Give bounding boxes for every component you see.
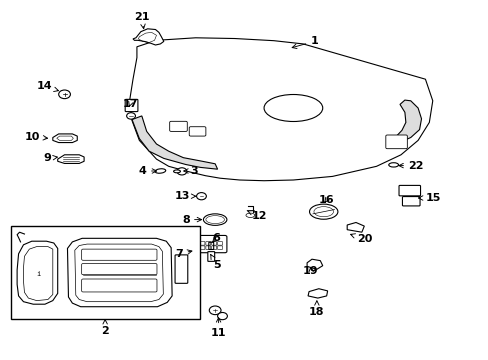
Text: 10: 10 [25, 132, 47, 142]
FancyBboxPatch shape [207, 252, 214, 261]
Ellipse shape [245, 213, 254, 217]
Text: 3: 3 [183, 166, 198, 176]
Text: 16: 16 [318, 195, 334, 205]
Polygon shape [67, 238, 172, 307]
Ellipse shape [264, 94, 322, 122]
Polygon shape [17, 241, 58, 304]
FancyBboxPatch shape [193, 235, 226, 253]
Text: 2: 2 [101, 320, 109, 336]
Circle shape [126, 113, 135, 119]
Polygon shape [346, 222, 364, 232]
Ellipse shape [155, 169, 165, 173]
Bar [11, 226, 200, 319]
Text: 12: 12 [246, 211, 267, 221]
Text: 19: 19 [303, 266, 318, 276]
Text: 14: 14 [37, 81, 59, 91]
Text: 11: 11 [210, 318, 226, 338]
Polygon shape [53, 134, 77, 143]
Text: 20: 20 [350, 234, 371, 244]
Text: i: i [36, 271, 40, 276]
Polygon shape [132, 116, 217, 169]
Circle shape [59, 90, 70, 99]
Polygon shape [394, 100, 421, 142]
Text: 4: 4 [139, 166, 156, 176]
Text: 7: 7 [175, 249, 191, 259]
Text: 13: 13 [174, 191, 195, 201]
Text: 22: 22 [398, 161, 423, 171]
FancyBboxPatch shape [169, 121, 187, 131]
FancyBboxPatch shape [189, 127, 205, 136]
Text: 21: 21 [134, 12, 149, 29]
FancyBboxPatch shape [385, 135, 407, 149]
Polygon shape [307, 289, 327, 298]
Text: 9: 9 [43, 153, 57, 163]
FancyBboxPatch shape [402, 197, 419, 206]
Polygon shape [58, 155, 84, 163]
Text: 15: 15 [418, 193, 440, 203]
FancyBboxPatch shape [208, 242, 213, 249]
Circle shape [217, 312, 227, 320]
FancyBboxPatch shape [175, 255, 187, 283]
Ellipse shape [173, 170, 180, 173]
Text: 5: 5 [210, 255, 220, 270]
Circle shape [177, 168, 186, 175]
Polygon shape [133, 29, 163, 45]
Circle shape [209, 306, 221, 315]
Text: 8: 8 [182, 215, 201, 225]
Text: 17: 17 [122, 99, 138, 109]
FancyBboxPatch shape [125, 99, 138, 112]
Text: 18: 18 [308, 301, 324, 317]
FancyBboxPatch shape [398, 185, 420, 196]
Ellipse shape [309, 204, 337, 219]
Circle shape [196, 193, 206, 200]
Ellipse shape [388, 163, 398, 167]
Text: 6: 6 [212, 233, 220, 243]
Polygon shape [306, 259, 322, 269]
Ellipse shape [203, 214, 226, 225]
Polygon shape [129, 38, 432, 181]
Text: 1: 1 [291, 36, 318, 49]
